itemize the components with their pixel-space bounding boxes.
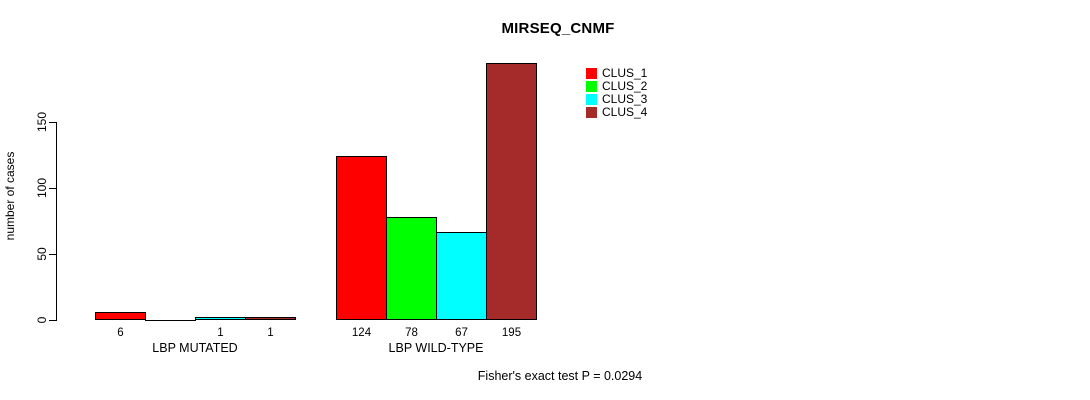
- y-axis-line: [56, 122, 57, 321]
- bar-value-label: 78: [405, 327, 418, 339]
- bar-CLUS_3: [195, 317, 246, 320]
- legend-item: CLUS_3: [586, 93, 647, 106]
- bar-value-label: 67: [455, 327, 468, 339]
- legend-item: CLUS_4: [586, 106, 647, 119]
- y-axis-tick-label: 0: [35, 316, 49, 324]
- bar-CLUS_3: [436, 232, 487, 320]
- legend-item-label: CLUS_3: [602, 92, 648, 106]
- bar-CLUS_1: [95, 312, 146, 320]
- x-axis-category-label: LBP WILD-TYPE: [388, 341, 484, 355]
- chart-title: MIRSEQ_CNMF: [501, 20, 615, 37]
- y-axis-tick-label: 100: [35, 177, 49, 199]
- bar-value-label: 1: [217, 327, 224, 339]
- bar-CLUS_4: [486, 63, 537, 320]
- x-axis-category-label: LBP MUTATED: [152, 341, 238, 355]
- bar-CLUS_4: [245, 317, 296, 320]
- stat-annotation: Fisher's exact test P = 0.0294: [477, 369, 643, 383]
- bar-value-label: 195: [501, 327, 522, 339]
- legend-item: CLUS_2: [586, 80, 647, 93]
- bar-CLUS_2-zero-line: [145, 320, 196, 321]
- bar-value-label: 124: [351, 327, 372, 339]
- y-axis-label: number of cases: [3, 151, 17, 241]
- bar-CLUS_2: [386, 217, 437, 320]
- y-axis-tick: [49, 320, 56, 321]
- bar-CLUS_1: [336, 156, 387, 320]
- bar-value-label: 6: [117, 327, 124, 339]
- legend-item-label: CLUS_4: [602, 105, 648, 119]
- y-axis-tick-label: 150: [35, 111, 49, 133]
- legend-swatch-CLUS_3: [586, 94, 597, 105]
- y-axis-tick: [49, 254, 56, 255]
- y-axis-tick: [49, 188, 56, 189]
- bar-value-label: 1: [267, 327, 274, 339]
- legend-swatch-CLUS_1: [586, 68, 597, 79]
- y-axis-tick-label: 50: [35, 247, 49, 261]
- legend-item-label: CLUS_2: [602, 79, 648, 93]
- legend: CLUS_1 CLUS_2 CLUS_3 CLUS_4: [586, 67, 647, 119]
- y-axis-tick: [49, 122, 56, 123]
- legend-swatch-CLUS_4: [586, 107, 597, 118]
- legend-swatch-CLUS_2: [586, 81, 597, 92]
- legend-item-label: CLUS_1: [602, 66, 648, 80]
- legend-item: CLUS_1: [586, 67, 647, 80]
